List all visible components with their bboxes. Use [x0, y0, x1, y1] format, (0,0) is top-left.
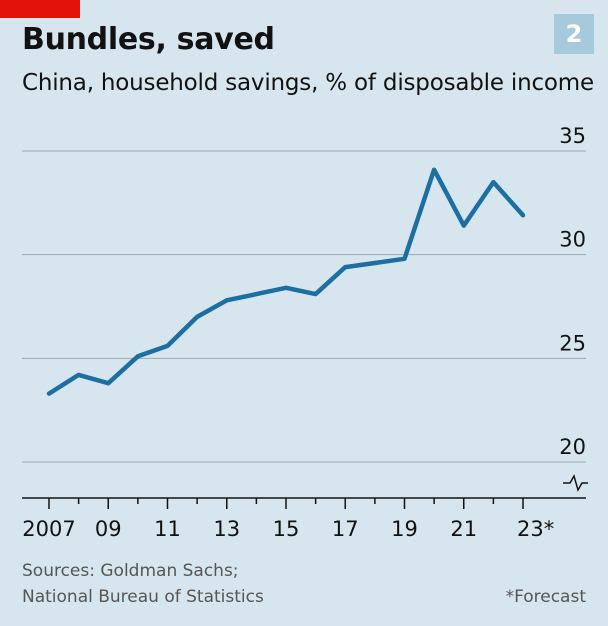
sources: Sources: Goldman Sachs; National Bureau … [22, 558, 264, 610]
chart-subtitle: China, household savings, % of disposabl… [22, 70, 594, 96]
x-tick-label-2013: 13 [213, 517, 240, 541]
y-tick-label-25: 25 [559, 331, 586, 355]
y-tick-label-20: 20 [559, 435, 586, 459]
x-tick-label-2007: 2007 [22, 517, 75, 541]
y-tick-label-30: 30 [559, 228, 586, 252]
sources-line-1: Sources: Goldman Sachs; [22, 561, 239, 581]
x-tick-label-2009: 09 [95, 517, 122, 541]
sources-line-2: National Bureau of Statistics [22, 587, 264, 607]
x-tick-label-2021: 21 [450, 517, 477, 541]
x-tick-label-2017: 17 [332, 517, 359, 541]
forecast-note: *Forecast [505, 587, 586, 607]
chart-title: Bundles, saved [22, 22, 275, 57]
x-tick-label-2011: 11 [154, 517, 181, 541]
y-tick-label-35: 35 [559, 124, 586, 148]
x-tick-label-2023: 23* [517, 517, 554, 541]
brand-red-tag [0, 0, 80, 18]
axis-break-icon [563, 474, 588, 492]
x-tick-label-2019: 19 [391, 517, 418, 541]
x-tick-label-2015: 15 [273, 517, 300, 541]
chart-number-badge: 2 [554, 14, 594, 54]
savings-series-line [46, 167, 526, 396]
